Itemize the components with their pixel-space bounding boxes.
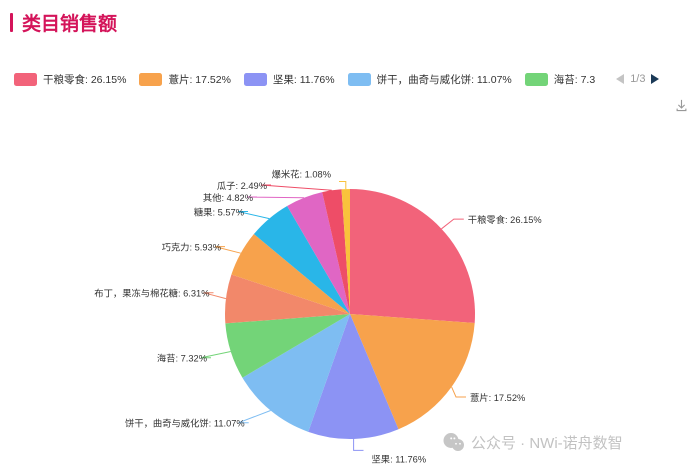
svg-text:饼干，曲奇与威化饼: 11.07%: 饼干，曲奇与威化饼: 11.07% [125,418,245,429]
svg-text:瓜子: 2.49%: 瓜子: 2.49% [217,181,267,191]
svg-text:布丁，果冻与棉花糖: 6.31%: 布丁，果冻与棉花糖: 6.31% [94,288,209,299]
svg-text:其他: 4.82%: 其他: 4.82% [203,192,253,203]
svg-text:干粮零食: 26.15%: 干粮零食: 26.15% [468,214,542,225]
svg-text:巧克力: 5.93%: 巧克力: 5.93% [162,242,221,253]
svg-text:爆米花: 1.08%: 爆米花: 1.08% [272,169,331,180]
svg-text:薏片: 17.52%: 薏片: 17.52% [470,392,525,403]
svg-text:坚果: 11.76%: 坚果: 11.76% [372,454,427,464]
svg-text:海苔: 7.32%: 海苔: 7.32% [157,353,207,364]
svg-text:糖果: 5.57%: 糖果: 5.57% [194,207,244,218]
